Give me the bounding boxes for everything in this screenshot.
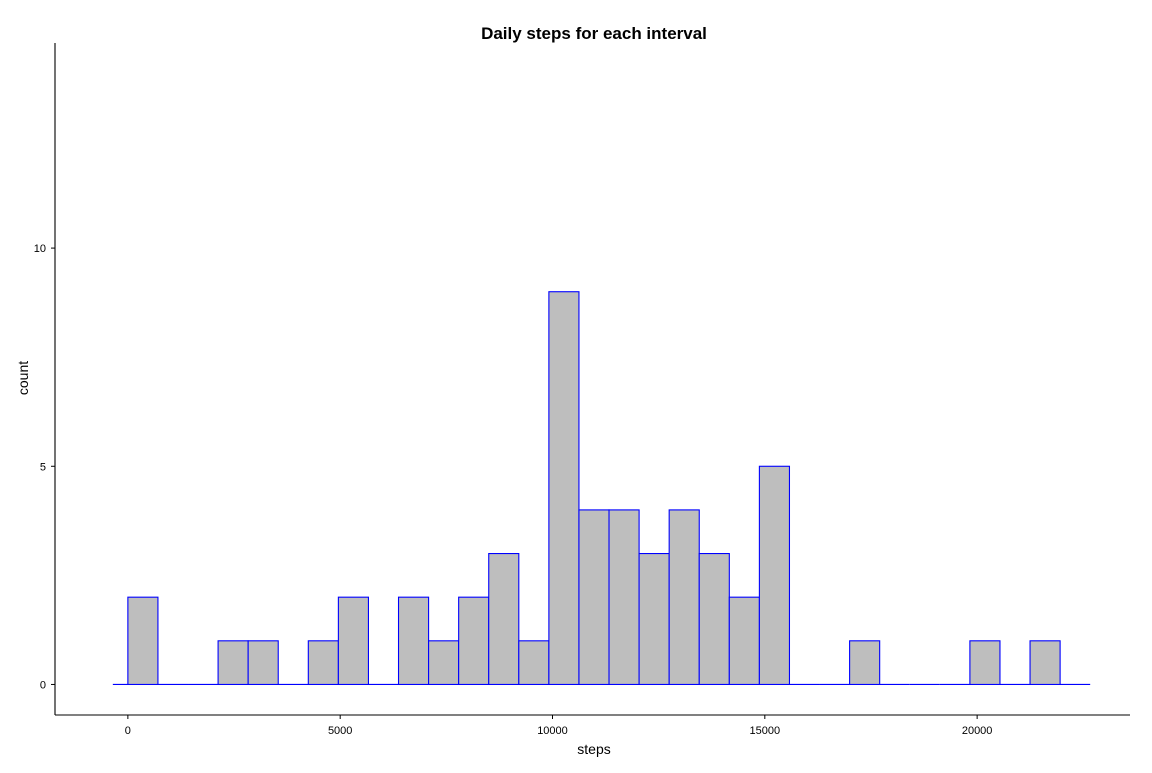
histogram-bar-17 (608, 509, 640, 686)
y-axis-title: count (15, 361, 31, 395)
histogram-bar-25 (849, 640, 881, 686)
x-tick-label-1: 5000 (328, 725, 352, 737)
histogram-bar-8 (337, 596, 369, 686)
x-tick-label-3: 15000 (750, 725, 781, 737)
histogram-bar-12 (458, 596, 490, 686)
axes-layer: 0 5000 10000 15000 20000 0 5 10 (34, 43, 1130, 737)
chart-title: Daily steps for each interval (481, 24, 707, 43)
y-tick-label-2: 10 (34, 243, 46, 255)
x-tick-label-0: 0 (125, 725, 131, 737)
histogram-bar-21 (728, 596, 760, 686)
x-axis-title: steps (577, 741, 610, 757)
bars-layer (112, 291, 1091, 686)
x-tick-label-2: 10000 (537, 725, 568, 737)
histogram-bar-7 (307, 640, 339, 686)
histogram-bar-14 (518, 640, 550, 686)
y-tick-label-0: 0 (40, 679, 46, 691)
histogram-bar-10 (397, 596, 430, 686)
histogram-bar-18 (638, 552, 670, 686)
histogram-bar-1 (127, 596, 159, 686)
x-tick-label-4: 20000 (962, 725, 993, 737)
y-tick-label-1: 5 (40, 461, 46, 473)
histogram-bar-4 (217, 640, 249, 686)
histogram-bar-20 (698, 552, 730, 686)
histogram-bar-5 (247, 640, 279, 686)
histogram-bar-29 (969, 640, 1001, 686)
histogram-bar-31 (1029, 640, 1061, 686)
histogram-bar-16 (578, 509, 610, 686)
histogram-bar-22 (758, 465, 791, 686)
histogram-bar-13 (488, 552, 520, 686)
histogram-bar-19 (668, 509, 700, 686)
histogram-bar-15 (548, 291, 580, 686)
histogram-bar-11 (428, 640, 460, 686)
